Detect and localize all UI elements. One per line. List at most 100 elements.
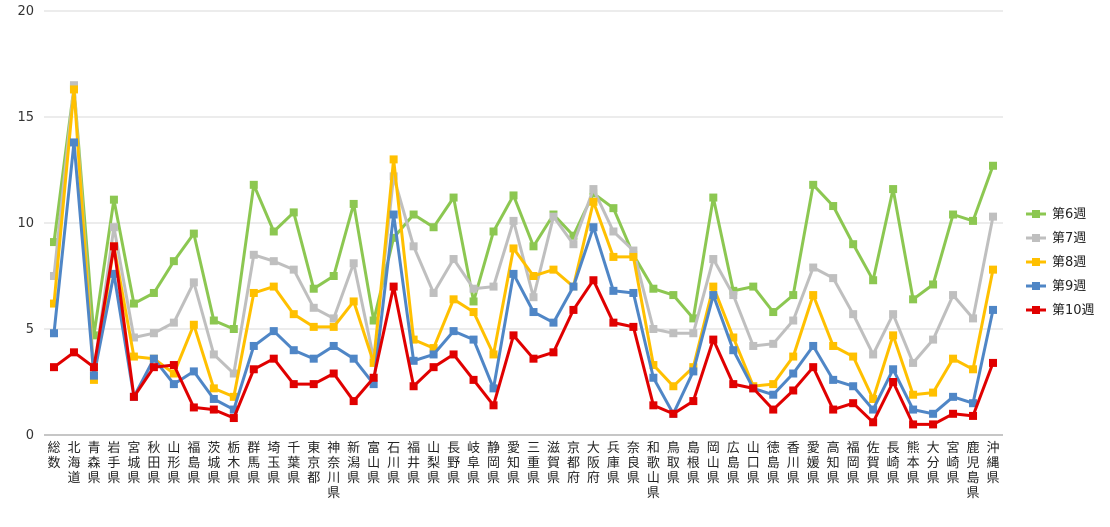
data-point <box>149 354 158 363</box>
data-point <box>69 348 78 357</box>
data-point <box>949 210 958 219</box>
x-tick-label: 兵庫県 <box>607 441 620 486</box>
legend-item: 第9週 <box>1026 279 1086 294</box>
data-point <box>769 308 778 317</box>
legend-item: 第8週 <box>1026 255 1086 270</box>
data-point <box>829 341 838 350</box>
x-tick-label: 山梨県 <box>427 441 440 486</box>
data-point <box>469 297 478 306</box>
x-tick-label: 三重県 <box>527 441 540 486</box>
x-tick-label: 岩手県 <box>107 441 120 486</box>
data-point <box>429 223 438 232</box>
data-point <box>49 238 58 247</box>
data-point <box>309 354 318 363</box>
series-4 <box>49 138 998 418</box>
data-point <box>109 269 118 278</box>
data-point <box>869 276 878 285</box>
data-point <box>69 81 78 90</box>
x-tick-label: 愛媛県 <box>807 441 820 486</box>
data-point <box>589 185 598 194</box>
data-point <box>529 308 538 317</box>
data-point <box>289 346 298 355</box>
data-point <box>609 204 618 213</box>
data-point <box>729 333 738 342</box>
data-point <box>889 365 898 374</box>
x-tick-label: 広島県 <box>727 441 740 486</box>
data-point <box>749 282 758 291</box>
x-tick-label: 富山県 <box>367 440 380 486</box>
x-tick-label: 香川県 <box>787 441 800 486</box>
x-tick-label: 宮崎県 <box>947 440 960 486</box>
data-point <box>669 409 678 418</box>
data-point <box>609 318 618 327</box>
data-point <box>569 305 578 314</box>
x-tick-label: 山口県 <box>747 441 760 486</box>
data-point <box>909 405 918 414</box>
data-point <box>929 280 938 289</box>
data-point <box>689 397 698 406</box>
data-point <box>169 369 178 378</box>
data-point <box>149 329 158 338</box>
data-point <box>669 291 678 300</box>
x-tick-label: 大阪府 <box>587 441 600 486</box>
data-point <box>389 233 398 242</box>
data-point <box>109 242 118 251</box>
data-point <box>909 295 918 304</box>
data-point <box>609 286 618 295</box>
data-point <box>169 361 178 370</box>
data-point <box>549 348 558 357</box>
x-tick-label: 東京都 <box>307 440 320 486</box>
data-point <box>449 327 458 336</box>
x-tick-label: 鹿児島県 <box>967 440 980 501</box>
data-point <box>209 350 218 359</box>
x-tick-label: 福岡県 <box>847 441 860 486</box>
y-tick-label: 20 <box>17 4 34 19</box>
x-tick-label: 佐賀県 <box>867 441 880 486</box>
data-point <box>549 318 558 327</box>
legend-item: 第7週 <box>1026 231 1086 246</box>
data-point <box>129 352 138 361</box>
data-point <box>469 375 478 384</box>
data-point <box>189 403 198 412</box>
data-point <box>629 322 638 331</box>
data-point <box>969 216 978 225</box>
data-point <box>989 212 998 221</box>
legend-label: 第10週 <box>1052 303 1095 318</box>
data-point <box>629 252 638 261</box>
data-point <box>349 354 358 363</box>
data-point <box>769 405 778 414</box>
data-point <box>769 380 778 389</box>
data-point <box>969 411 978 420</box>
data-point <box>269 327 278 336</box>
data-point <box>229 369 238 378</box>
data-point <box>229 325 238 333</box>
data-point <box>429 350 438 359</box>
data-point <box>369 358 378 367</box>
x-tick-label: 石川県 <box>387 441 400 486</box>
data-point <box>889 185 898 194</box>
data-point <box>489 350 498 359</box>
data-point <box>969 314 978 323</box>
data-point <box>389 282 398 291</box>
x-tick-label: 奈良県 <box>627 441 640 486</box>
data-point <box>909 358 918 367</box>
data-point <box>409 335 418 344</box>
y-axis: 0 5 10 15 20 <box>17 4 34 443</box>
legend-item: 第10週 <box>1026 303 1095 318</box>
data-point <box>989 358 998 367</box>
data-point <box>829 274 838 283</box>
series-1 <box>49 83 998 340</box>
data-point <box>549 212 558 221</box>
data-point <box>869 405 878 414</box>
data-point <box>729 291 738 300</box>
x-tick-label: 滋賀県 <box>547 441 560 486</box>
data-point <box>329 314 338 323</box>
data-point <box>269 257 278 266</box>
data-point <box>129 392 138 401</box>
data-point <box>909 390 918 399</box>
data-point <box>829 375 838 384</box>
legend-marker <box>1032 306 1040 314</box>
data-point <box>729 346 738 355</box>
data-point <box>229 392 238 401</box>
x-tick-label: 長崎県 <box>887 441 900 486</box>
